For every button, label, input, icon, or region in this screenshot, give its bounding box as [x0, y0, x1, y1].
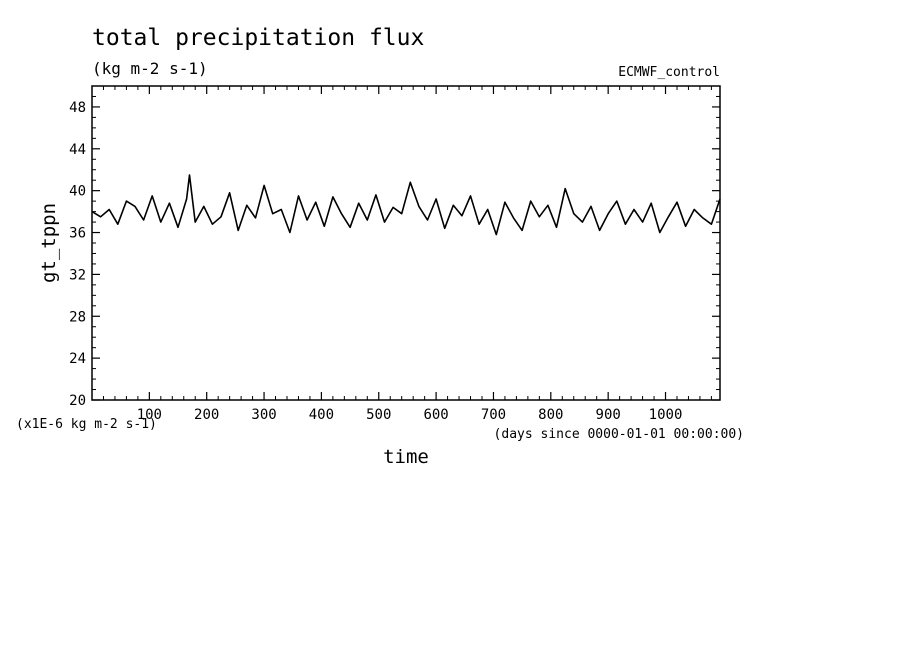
y-tick-label: 36 — [69, 226, 86, 242]
minor-ticks — [92, 85, 720, 400]
y-axis-label: gt_tppn — [38, 203, 60, 283]
x-tick-label: 1000 — [649, 407, 683, 423]
x-tick-label: 400 — [309, 407, 334, 423]
y-tick-label: 44 — [69, 142, 86, 158]
x-tick-label: 800 — [538, 407, 563, 423]
y-tick-label: 20 — [69, 393, 86, 409]
chart-title: total precipitation flux — [92, 25, 424, 51]
y-tick-label: 24 — [69, 351, 86, 367]
y-scale-note: (x1E-6 kg m-2 s-1) — [16, 417, 157, 432]
y-tick-label: 40 — [69, 184, 86, 200]
x-axis-label: time — [383, 446, 429, 468]
x-tick-label: 100 — [137, 407, 162, 423]
x-tick-label: 600 — [423, 407, 448, 423]
x-tick-label: 300 — [251, 407, 276, 423]
y-ticks: 20 24 28 32 36 40 44 48 — [69, 100, 720, 409]
x-tick-label: 500 — [366, 407, 391, 423]
plot-frame — [91, 85, 721, 401]
y-tick-label: 48 — [69, 100, 86, 116]
y-tick-label: 32 — [69, 267, 86, 283]
x-units-label: (days since 0000-01-01 00:00:00) — [494, 427, 744, 442]
dataset-label: ECMWF_control — [618, 65, 720, 80]
x-tick-label: 700 — [481, 407, 506, 423]
x-tick-label: 200 — [194, 407, 219, 423]
y-tick-label: 28 — [69, 309, 86, 325]
chart-subtitle: (kg m-2 s-1) — [92, 59, 208, 78]
x-tick-label: 900 — [596, 407, 621, 423]
x-ticks: 100 200 300 400 500 600 700 800 900 1000 — [137, 86, 683, 423]
series-line — [91, 174, 721, 236]
